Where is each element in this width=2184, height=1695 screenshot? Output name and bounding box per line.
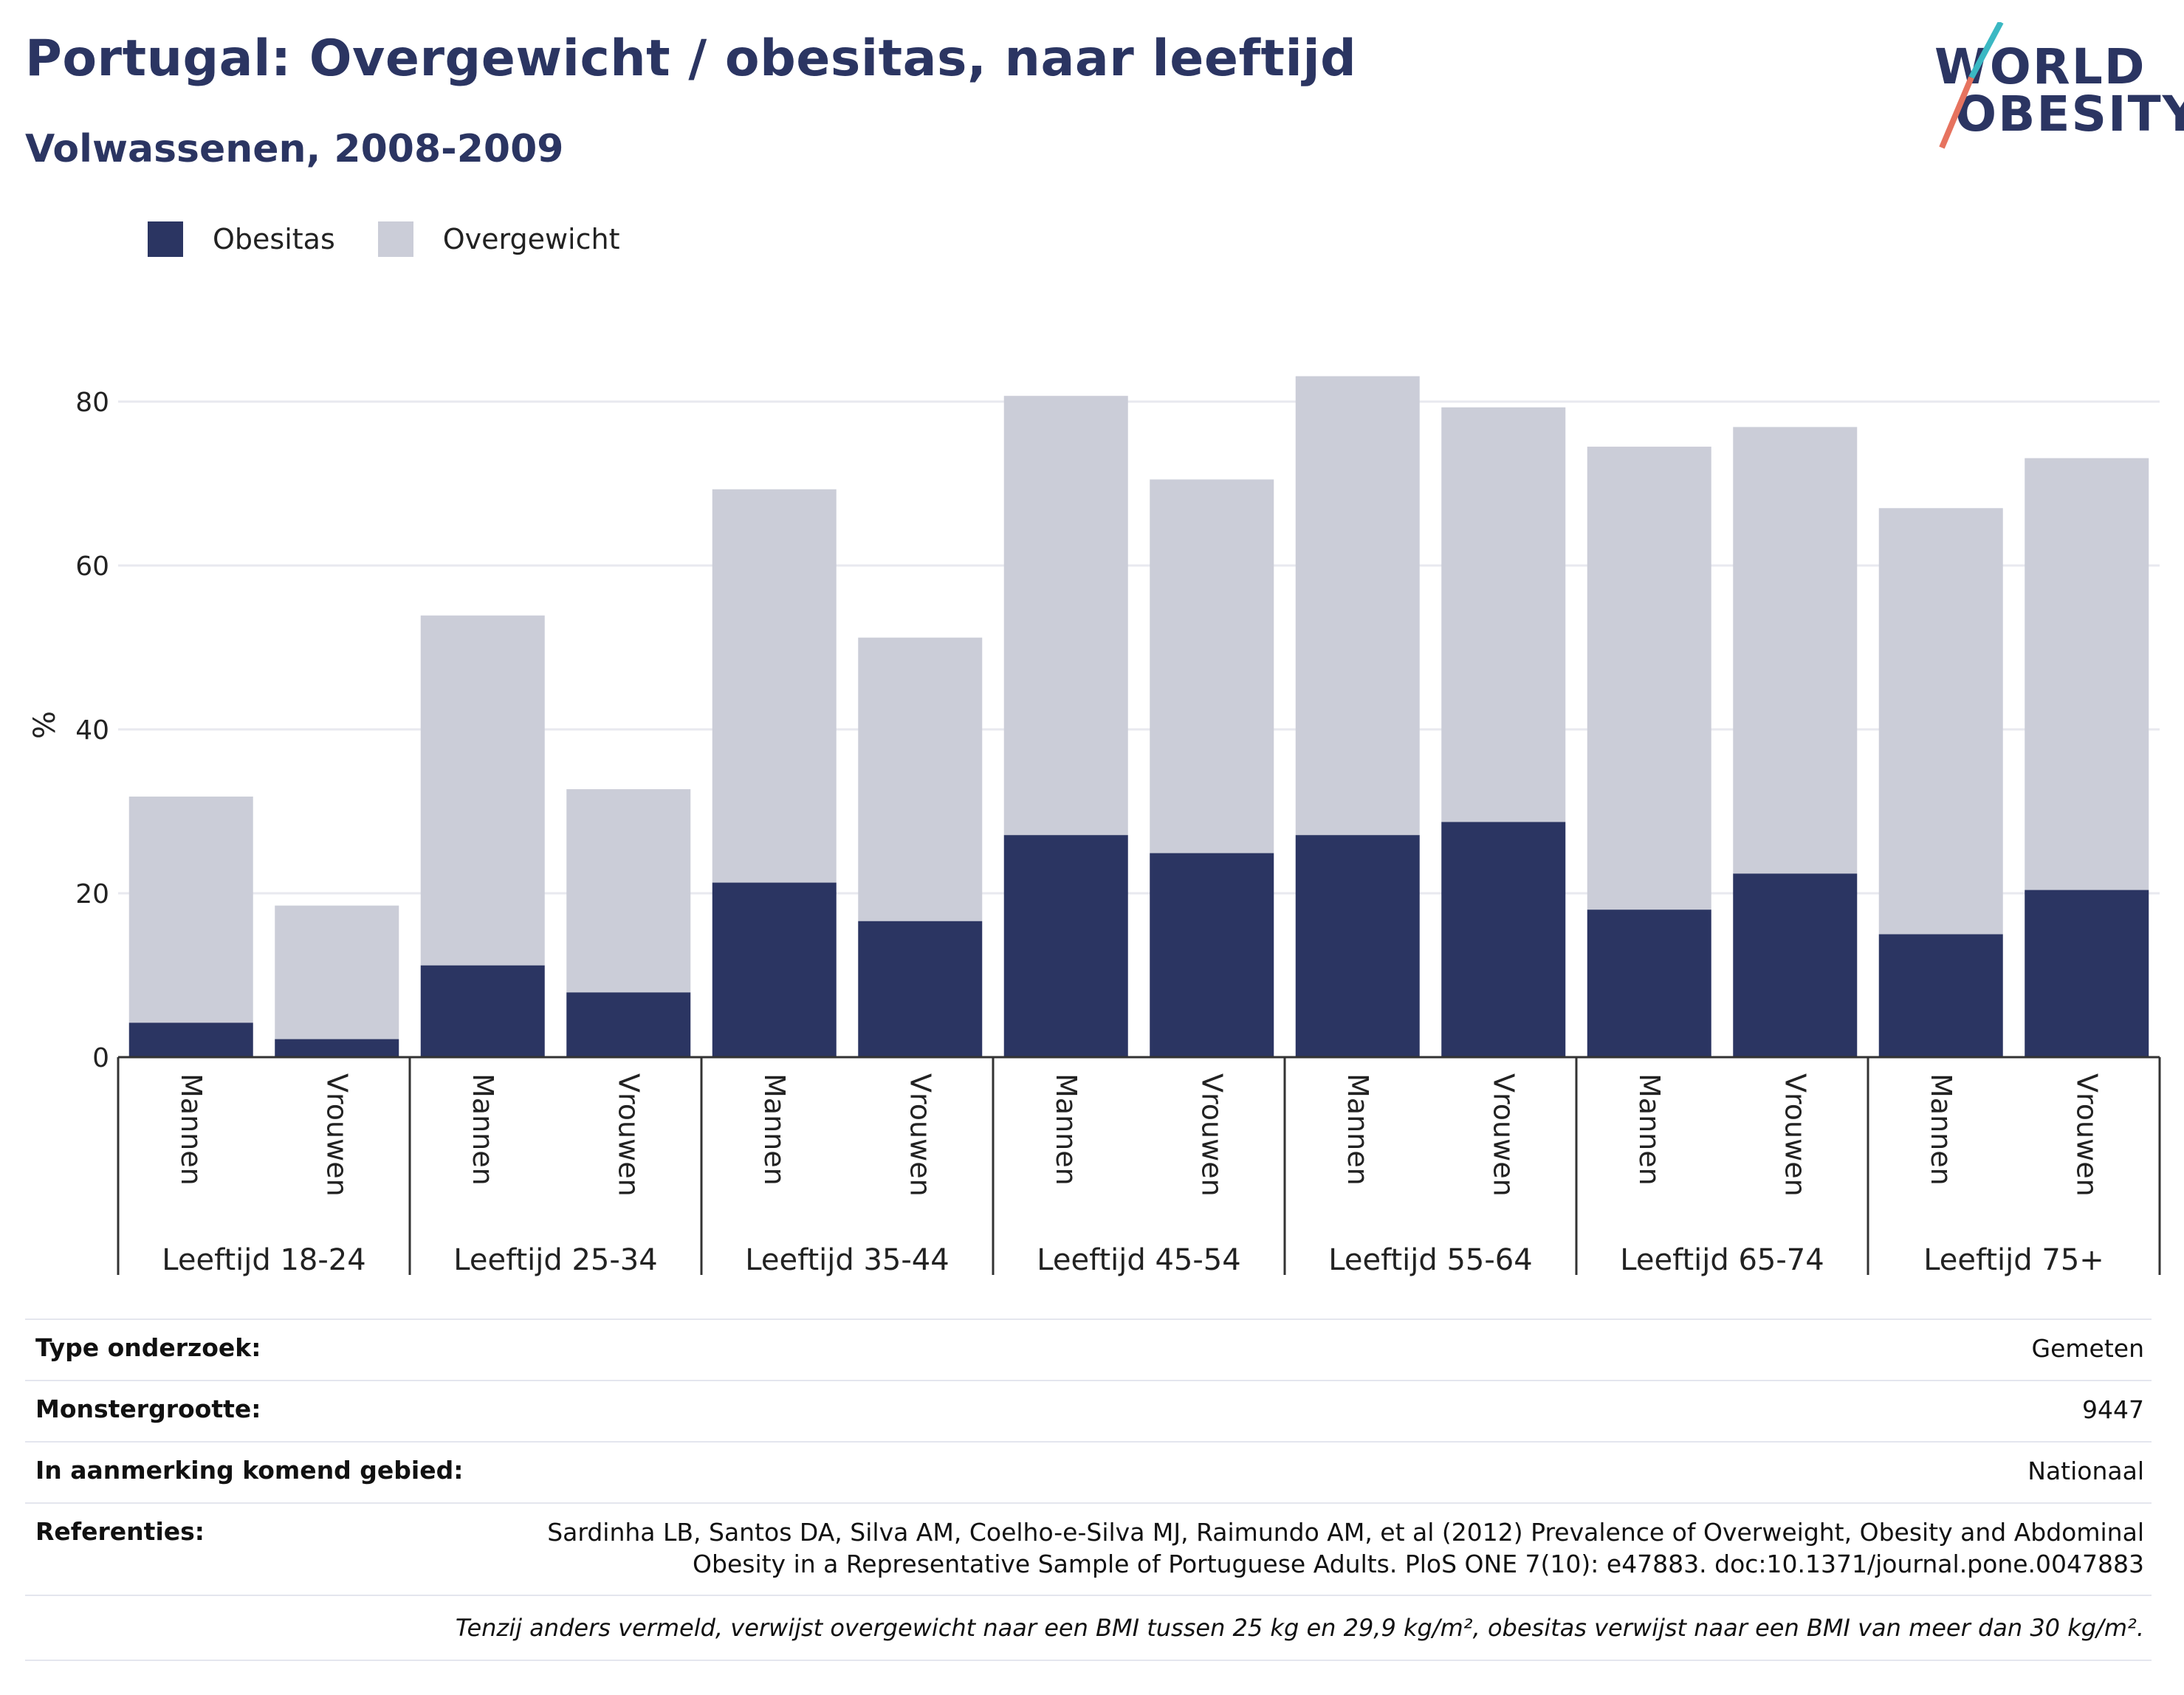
x-group-label: Leeftijd 45-54 bbox=[1037, 1243, 1240, 1277]
info-row-type: Type onderzoek: Gemeten bbox=[25, 1318, 2152, 1380]
x-sub-label: Vrouwen bbox=[2070, 1073, 2103, 1197]
bar-obesitas bbox=[2025, 890, 2149, 1057]
x-group-label: Leeftijd 65-74 bbox=[1620, 1243, 1824, 1277]
x-sub-label: Mannen bbox=[1633, 1073, 1666, 1186]
bar-overgewicht bbox=[1295, 376, 1420, 836]
info-value: Nationaal bbox=[2027, 1456, 2144, 1485]
bar-obesitas bbox=[858, 921, 983, 1057]
bar-overgewicht bbox=[1878, 508, 2003, 935]
page-title: Portugal: Overgewicht / obesitas, naar l… bbox=[25, 30, 1357, 88]
x-sub-label: Vrouwen bbox=[320, 1073, 353, 1197]
legend-label-overgewicht: Overgewicht bbox=[442, 223, 620, 255]
page-subtitle: Volwassenen, 2008-2009 bbox=[25, 127, 564, 171]
bar-overgewicht bbox=[566, 789, 691, 993]
info-row-sample: Monstergrootte: 9447 bbox=[25, 1379, 2152, 1441]
bar-obesitas bbox=[275, 1039, 399, 1057]
x-sub-label: Vrouwen bbox=[612, 1073, 645, 1197]
bar-obesitas bbox=[1587, 910, 1711, 1057]
y-tick-label: 40 bbox=[75, 715, 109, 746]
y-tick-label: 60 bbox=[75, 551, 109, 582]
footnote: Tenzij anders vermeld, verwijst overgewi… bbox=[25, 1595, 2152, 1662]
info-table: Type onderzoek: Gemeten Monstergrootte: … bbox=[25, 1318, 2152, 1662]
chart-legend: Obesitas Overgewicht bbox=[148, 221, 663, 257]
x-group-label: Leeftijd 55-64 bbox=[1328, 1243, 1532, 1277]
legend-item-obesitas: Obesitas bbox=[148, 221, 335, 257]
reference-line-2: Obesity in a Representative Sample of Po… bbox=[693, 1549, 2144, 1578]
bar-overgewicht bbox=[420, 615, 545, 966]
bar-overgewicht bbox=[275, 905, 399, 1039]
bar-overgewicht bbox=[1733, 427, 1858, 874]
y-tick-label: 80 bbox=[75, 388, 109, 418]
bar-overgewicht bbox=[858, 637, 983, 921]
bar-obesitas bbox=[1150, 853, 1274, 1057]
bar-obesitas bbox=[712, 882, 837, 1057]
info-value: Gemeten bbox=[2031, 1334, 2144, 1363]
x-group-label: Leeftijd 25-34 bbox=[453, 1243, 657, 1277]
bar-overgewicht bbox=[1003, 396, 1128, 836]
logo-slash-icon bbox=[1939, 22, 2004, 149]
stacked-bar-chart: 0 20 40 60 80% Mannen Vrouwen Leeftijd 18-24 Man… bbox=[28, 376, 2161, 1277]
bar-overgewicht bbox=[712, 489, 837, 883]
bar-overgewicht bbox=[1150, 479, 1274, 853]
y-tick-label: 0 bbox=[92, 1043, 109, 1073]
bar-obesitas bbox=[1441, 822, 1566, 1057]
logo-line-2: OBESITY bbox=[1955, 86, 2184, 142]
x-sub-label: Vrouwen bbox=[1779, 1073, 1811, 1197]
info-value: 9447 bbox=[2082, 1395, 2144, 1424]
info-row-references: Referenties: Sardinha LB, Santos DA, Sil… bbox=[25, 1502, 2152, 1595]
y-axis-label: % bbox=[28, 711, 62, 739]
x-group-label: Leeftijd 35-44 bbox=[745, 1243, 949, 1277]
bar-obesitas bbox=[1003, 835, 1128, 1057]
x-sub-label: Vrouwen bbox=[1487, 1073, 1519, 1197]
bar-obesitas bbox=[566, 992, 691, 1057]
info-label: Monstergrootte: bbox=[35, 1394, 261, 1423]
legend-swatch-obesitas bbox=[148, 221, 183, 257]
info-value: Sardinha LB, Santos DA, Silva AM, Coelho… bbox=[547, 1517, 2144, 1581]
bar-overgewicht bbox=[1587, 447, 1711, 910]
x-sub-label: Vrouwen bbox=[1195, 1073, 1228, 1197]
legend-item-overgewicht: Overgewicht bbox=[377, 221, 620, 257]
info-row-area: In aanmerking komend gebied: Nationaal bbox=[25, 1440, 2152, 1502]
bar-obesitas bbox=[1878, 934, 2003, 1057]
info-label: Referenties: bbox=[35, 1516, 205, 1546]
info-label: Type onderzoek: bbox=[35, 1333, 261, 1362]
legend-label-obesitas: Obesitas bbox=[213, 223, 335, 255]
x-sub-label: Mannen bbox=[467, 1073, 499, 1186]
x-sub-label: Mannen bbox=[1342, 1073, 1374, 1186]
x-sub-label: Mannen bbox=[175, 1073, 207, 1186]
x-sub-label: Vrouwen bbox=[904, 1073, 936, 1197]
reference-line-1: Sardinha LB, Santos DA, Silva AM, Coelho… bbox=[547, 1517, 2144, 1547]
x-sub-label: Mannen bbox=[758, 1073, 791, 1186]
info-label: In aanmerking komend gebied: bbox=[35, 1455, 464, 1485]
bar-overgewicht bbox=[2025, 458, 2149, 890]
x-sub-label: Mannen bbox=[1925, 1073, 1957, 1186]
x-group-label: Leeftijd 75+ bbox=[1923, 1243, 2104, 1277]
world-obesity-logo: WORLD OBESITY bbox=[1920, 22, 2184, 155]
bar-obesitas bbox=[1295, 835, 1420, 1057]
bar-obesitas bbox=[420, 965, 545, 1057]
bar-obesitas bbox=[128, 1022, 253, 1057]
bar-overgewicht bbox=[128, 797, 253, 1023]
x-group-label: Leeftijd 18-24 bbox=[162, 1243, 365, 1277]
x-sub-label: Mannen bbox=[1050, 1073, 1082, 1186]
legend-swatch-overgewicht bbox=[377, 221, 413, 257]
bar-obesitas bbox=[1733, 873, 1858, 1057]
bar-overgewicht bbox=[1441, 407, 1566, 822]
y-tick-label: 20 bbox=[75, 879, 109, 910]
